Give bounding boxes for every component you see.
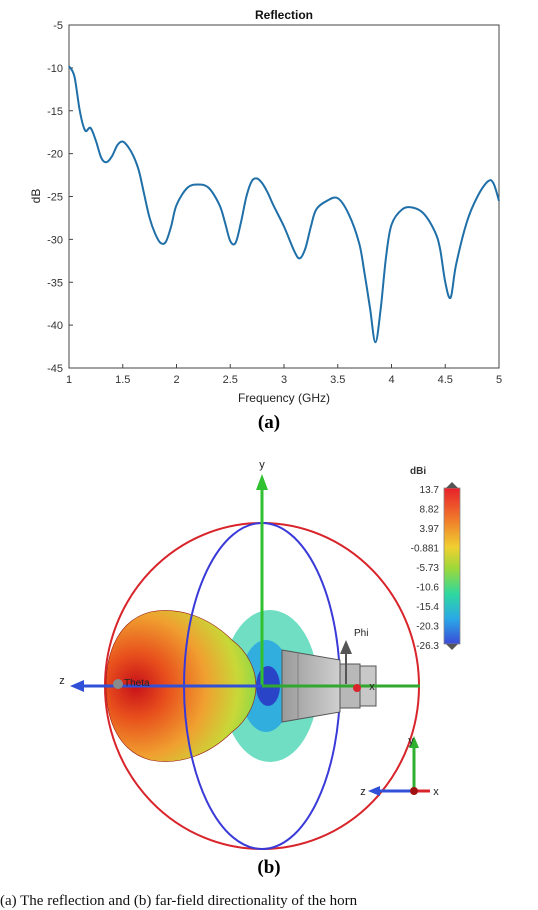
y-tick-label: -20: [47, 149, 63, 161]
far-field-pattern: y z x Theta Phi dBi 13.7 8.82 3.97 -0.881 -5…: [59, 459, 461, 850]
color-scale-label: 13.7: [420, 485, 440, 496]
x-tick-label: 2: [173, 374, 179, 386]
x-axis-ticks: 1 1.5 2 2.5 3 3.5 4 4.5 5: [66, 364, 502, 386]
side-lobes: [222, 610, 318, 762]
triad-y-letter: y: [408, 735, 414, 747]
color-scale-label: -15.4: [416, 602, 439, 613]
color-scale-label: -26.3: [416, 641, 439, 652]
color-scale: dBi 13.7 8.82 3.97 -0.881 -5.73 -10.6 -15.4 -20…: [410, 466, 461, 652]
triad-z-letter: z: [360, 786, 366, 798]
chart-title: Reflection: [255, 8, 313, 22]
y-tick-label: -10: [47, 63, 63, 75]
y-tick-label: -25: [47, 192, 63, 204]
y-axis: y: [256, 459, 268, 686]
phi-label: Phi: [354, 628, 368, 639]
x-tick-label: 1: [66, 374, 72, 386]
z-axis-letter: z: [59, 675, 65, 687]
reflection-chart: Reflection 1 1.5 2 2.5 3 3.5 4 4.5 5 -5 -10 -15 -20…: [29, 8, 502, 405]
y-axis-label: dB: [29, 189, 43, 204]
x-axis: x: [262, 681, 420, 693]
color-scale-label: -20.3: [416, 622, 439, 633]
x-axis-label: Frequency (GHz): [238, 391, 330, 405]
panel-a-label: (a): [257, 412, 281, 433]
color-scale-title: dBi: [410, 466, 426, 477]
x-tick-label: 1.5: [115, 374, 130, 386]
y-tick-label: -5: [53, 20, 63, 32]
color-scale-label: -5.73: [416, 563, 439, 574]
x-tick-label: 5: [496, 374, 502, 386]
x-tick-label: 4.5: [438, 374, 453, 386]
color-scale-label: 3.97: [420, 524, 440, 535]
plot-frame: [68, 24, 500, 369]
x-tick-label: 3: [281, 374, 287, 386]
x-axis-letter: x: [369, 681, 375, 693]
x-tick-label: 2.5: [223, 374, 238, 386]
coordinate-triad: y z x: [360, 735, 439, 798]
x-tick-label: 4: [388, 374, 394, 386]
y-axis-letter: y: [259, 459, 265, 471]
phi-marker: Phi: [340, 628, 368, 684]
x-tick-label: 3.5: [330, 374, 345, 386]
y-axis-ticks: -5 -10 -15 -20 -25 -30 -35 -40 -45: [47, 20, 73, 375]
y-tick-label: -30: [47, 234, 63, 246]
theta-label: Theta: [124, 678, 150, 689]
reflection-series-line: [68, 65, 500, 344]
color-scale-label: 8.82: [420, 505, 440, 516]
panel-b-label: (b): [257, 857, 281, 878]
color-scale-label: -10.6: [416, 583, 439, 594]
color-scale-label: -0.881: [411, 544, 440, 555]
series-layer: [68, 65, 500, 344]
y-tick-label: -40: [47, 320, 63, 332]
figure-caption: (a) The reflection and (b) far-field dir…: [0, 893, 358, 909]
y-tick-label: -15: [47, 106, 63, 118]
triad-x-letter: x: [433, 786, 439, 798]
y-tick-label: -35: [47, 277, 63, 289]
theta-marker: Theta: [113, 678, 150, 689]
color-scale-labels: 13.7 8.82 3.97 -0.881 -5.73 -10.6 -15.4 -20.3 -2…: [411, 485, 440, 652]
z-axis: z: [59, 675, 262, 692]
y-tick-label: -45: [47, 363, 63, 375]
